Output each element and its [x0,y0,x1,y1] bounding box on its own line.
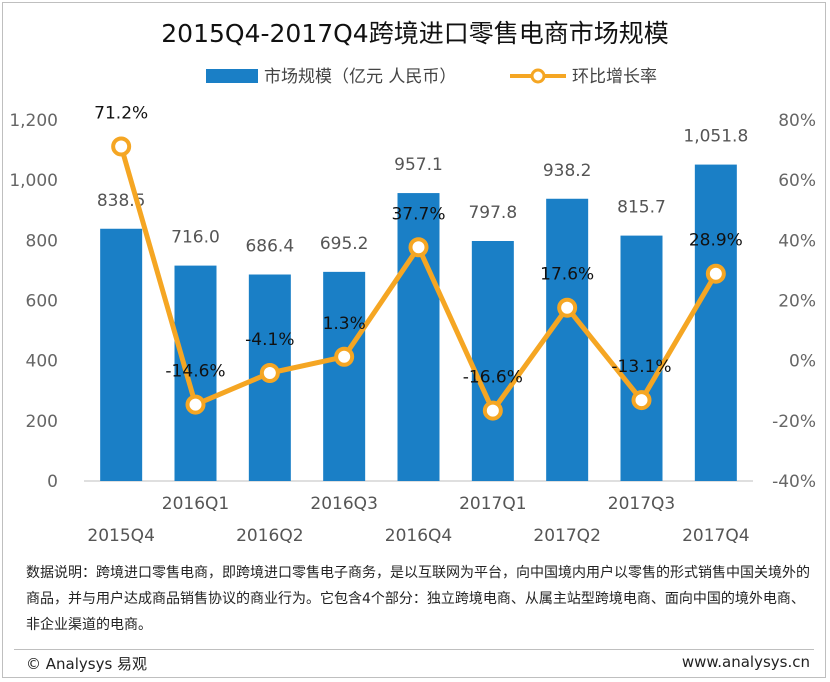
left-tick-label: 600 [26,292,58,312]
bar [471,240,514,481]
bar [694,164,737,481]
line-point [408,237,429,258]
left-tick-label: 400 [26,352,58,372]
bar-series [100,164,737,481]
bar [546,198,589,481]
line-point [705,263,726,284]
legend-bar-swatch [206,69,258,83]
footer-copyright: © Analysys 易观 [26,655,148,673]
bar-value-label: 686.4 [245,237,294,257]
line-point [185,394,206,415]
right-tick-label: -40% [772,472,816,492]
category-label: 2016Q2 [236,526,303,546]
line-point [557,297,578,318]
left-tick-label: 1,200 [9,111,58,131]
left-tick-label: 0 [47,472,58,492]
footer-url: www.analysys.cn [681,653,810,671]
bar [100,228,143,481]
bar-value-label: 938.2 [543,161,592,181]
category-labels: 2015Q4 2016Q1 2016Q2 2016Q3 2016Q4 2017Q1 2017… [87,494,749,546]
right-tick-label: 60% [778,171,816,191]
left-tick-label: 800 [26,231,58,251]
line-value-label: 71.2% [94,103,148,123]
right-tick-label: 80% [778,111,816,131]
line-point [334,346,355,367]
chart: 2015Q4-2017Q4跨境进口零售电商市场规模 市场规模（亿元 人民币） 环… [9,19,816,546]
legend-line-marker [530,68,546,84]
category-label: 2017Q2 [533,526,600,546]
chart-title: 2015Q4-2017Q4跨境进口零售电商市场规模 [161,19,668,48]
category-label: 2017Q3 [608,494,675,514]
footer-divider [14,649,814,650]
left-tick-label: 200 [26,412,58,432]
legend: 市场规模（亿元 人民币） 环比增长率 [206,67,657,87]
right-axis: -40% -20% 0% 20% 40% 60% 80% [772,111,816,492]
line-value-label: -13.1% [611,357,671,377]
bar [323,271,366,481]
bar [174,265,217,481]
left-tick-label: 1,000 [9,171,58,191]
line-value-label: 17.6% [540,265,594,285]
line-value-label: -4.1% [245,330,294,350]
category-label: 2016Q3 [310,494,377,514]
category-label: 2016Q1 [162,494,229,514]
category-label: 2016Q4 [385,526,452,546]
right-tick-label: 40% [778,231,816,251]
category-label: 2017Q1 [459,494,526,514]
line-point [631,390,652,411]
bar-value-label: 815.7 [617,198,666,218]
right-tick-label: -20% [772,412,816,432]
bar-value-label: 716.0 [171,228,220,248]
bar [620,235,663,481]
line-point [482,400,503,421]
bar-value-label: 1,051.8 [683,127,748,147]
line-series [111,136,726,421]
left-axis: 0 200 400 600 800 1,000 1,200 [9,111,58,492]
line-value-labels: 71.2% -14.6% -4.1% 1.3% 37.7% -16.6% 17.6% -13.… [94,103,743,387]
right-tick-label: 0% [789,352,816,372]
line-value-label: 28.9% [689,231,743,251]
line-point [111,136,132,157]
category-label: 2017Q4 [682,526,749,546]
line-point [259,363,280,384]
line-value-label: -14.6% [165,362,225,382]
data-note: 数据说明：跨境进口零售电商，即跨境进口零售电子商务，是以互联网为平台，向中国境内… [26,565,810,633]
line-value-label: 1.3% [323,314,366,334]
bar-value-label: 695.2 [320,234,369,254]
bar [397,193,440,481]
category-label: 2015Q4 [87,526,154,546]
right-tick-label: 20% [778,292,816,312]
legend-line-label: 环比增长率 [572,67,657,87]
bar-value-label: 957.1 [394,155,443,175]
bar-value-label: 797.8 [468,203,517,223]
line-value-label: -16.6% [463,368,523,388]
line-value-label: 37.7% [391,204,445,224]
legend-bar-label: 市场规模（亿元 人民币） [264,67,456,87]
